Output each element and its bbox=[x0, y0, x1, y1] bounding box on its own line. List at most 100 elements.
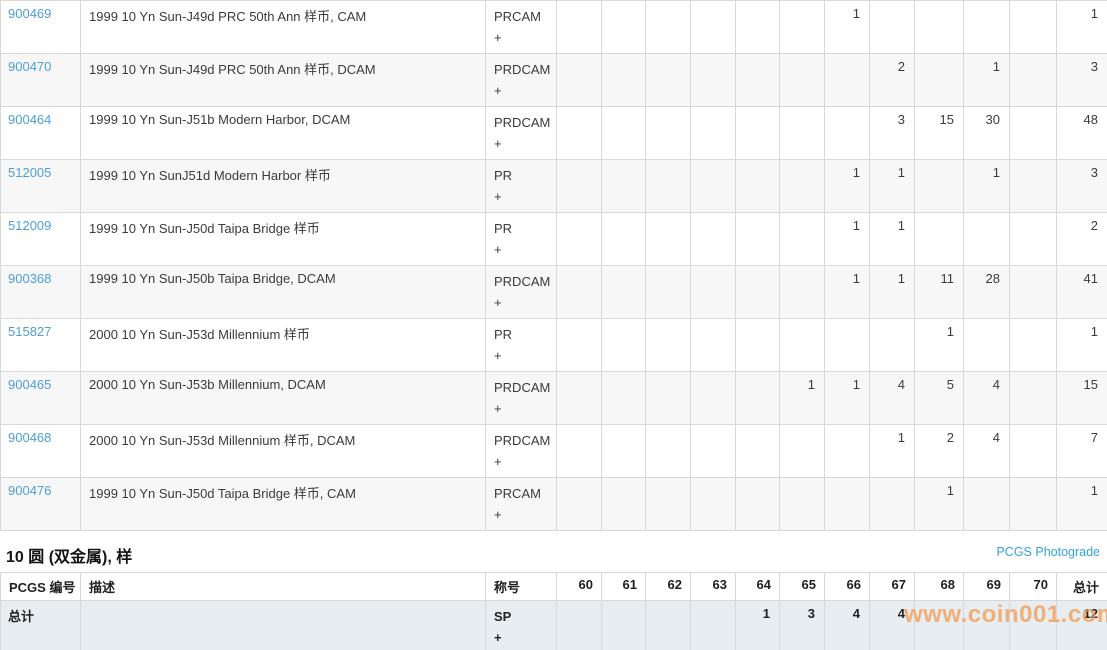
designation-plus: + bbox=[494, 630, 502, 645]
designation-cell: PR + bbox=[485, 159, 557, 213]
grade-count-cell bbox=[779, 106, 825, 160]
grade-count-cell bbox=[914, 212, 964, 266]
pcgs-photograde-link[interactable]: PCGS Photograde bbox=[996, 545, 1100, 559]
coin-description: 2000 10 Yn Sun-J53d Millennium 样币, DCAM bbox=[80, 424, 486, 478]
grade-count-cell bbox=[735, 212, 780, 266]
designation: PRDCAM bbox=[494, 274, 551, 289]
designation-plus: + bbox=[494, 401, 502, 416]
grade-count-cell bbox=[779, 318, 825, 372]
grade-count-cell bbox=[869, 0, 915, 54]
col-header-grade: 68 bbox=[914, 572, 964, 601]
grade-count-cell: 5 bbox=[914, 371, 964, 425]
grade-count-cell bbox=[645, 212, 691, 266]
grade-count-cell bbox=[824, 53, 870, 107]
designation-plus: + bbox=[494, 136, 502, 151]
grade-count-cell: 1 bbox=[963, 159, 1010, 213]
grade-count-cell bbox=[1009, 371, 1057, 425]
grade-count-cell bbox=[556, 53, 602, 107]
pcgs-number-cell: 900368 bbox=[0, 265, 81, 319]
col-header-grade: 66 bbox=[824, 572, 870, 601]
pcgs-number-link[interactable]: 900470 bbox=[8, 59, 52, 74]
grade-count-cell bbox=[1009, 318, 1057, 372]
grade-count-cell bbox=[601, 265, 646, 319]
grade-count-cell bbox=[735, 477, 780, 531]
grade-count-cell bbox=[963, 600, 1010, 650]
grade-count-cell: 28 bbox=[963, 265, 1010, 319]
coin-description: 1999 10 Yn Sun-J50b Taipa Bridge, DCAM bbox=[80, 265, 486, 319]
grade-count-cell: 1 bbox=[824, 212, 870, 266]
grade-count-cell: 1 bbox=[735, 600, 780, 650]
grade-count-cell bbox=[735, 0, 780, 54]
grade-count-cell bbox=[1009, 53, 1057, 107]
coin-description: 1999 10 Yn Sun-J49d PRC 50th Ann 样币, DCA… bbox=[80, 53, 486, 107]
grade-count-cell bbox=[690, 106, 736, 160]
designation-plus: + bbox=[494, 83, 502, 98]
grade-count-cell bbox=[824, 424, 870, 478]
grade-count-cell: 1 bbox=[824, 0, 870, 54]
table-row: 900368 1999 10 Yn Sun-J50b Taipa Bridge,… bbox=[0, 265, 1107, 319]
grade-count-cell: 2 bbox=[914, 424, 964, 478]
population-table-specimen: PCGS 编号 描述 称号 60 61 62 63 64 65 66 67 68… bbox=[0, 572, 1107, 650]
designation-cell: PRDCAM + bbox=[485, 265, 557, 319]
designation-cell: PRDCAM + bbox=[485, 53, 557, 107]
grade-count-cell bbox=[1009, 212, 1057, 266]
grade-count-cell bbox=[1009, 600, 1057, 650]
pcgs-number-link[interactable]: 512005 bbox=[8, 165, 52, 180]
pcgs-number-link[interactable]: 900465 bbox=[8, 377, 52, 392]
pcgs-number-link[interactable]: 900468 bbox=[8, 430, 52, 445]
total-label: 总计 bbox=[8, 609, 35, 624]
grade-count-cell bbox=[1009, 477, 1057, 531]
pcgs-number-link[interactable]: 900464 bbox=[8, 112, 52, 127]
grade-count-cell bbox=[556, 265, 602, 319]
col-header-grade: 61 bbox=[601, 572, 646, 601]
grade-count-cell bbox=[601, 600, 646, 650]
pcgs-number-link[interactable]: 512009 bbox=[8, 218, 52, 233]
designation: PRDCAM bbox=[494, 380, 551, 395]
pcgs-number-link[interactable]: 900476 bbox=[8, 483, 52, 498]
designation-plus: + bbox=[494, 348, 502, 363]
grade-count-cell bbox=[601, 53, 646, 107]
grade-count-cell bbox=[645, 0, 691, 54]
pcgs-number-cell: 900464 bbox=[0, 106, 81, 160]
grade-count-cell: 4 bbox=[869, 371, 915, 425]
designation-plus: + bbox=[494, 295, 502, 310]
grade-count-cell bbox=[556, 0, 602, 54]
table-row: 515827 2000 10 Yn Sun-J53d Millennium 样币… bbox=[0, 318, 1107, 372]
table-row: 900476 1999 10 Yn Sun-J50d Taipa Bridge … bbox=[0, 477, 1107, 531]
grade-count-cell bbox=[1009, 159, 1057, 213]
designation-cell: PRDCAM + bbox=[485, 424, 557, 478]
grade-count-cell bbox=[690, 53, 736, 107]
designation: PRDCAM bbox=[494, 433, 551, 448]
grade-count-cell bbox=[735, 106, 780, 160]
col-header-grade: 65 bbox=[779, 572, 825, 601]
pcgs-number-link[interactable]: 515827 bbox=[8, 324, 52, 339]
coin-description: 2000 10 Yn Sun-J53d Millennium 样币 bbox=[80, 318, 486, 372]
pcgs-number-link[interactable]: 900368 bbox=[8, 271, 52, 286]
grade-count-cell bbox=[735, 159, 780, 213]
grade-count-cell bbox=[735, 371, 780, 425]
table-row: 900468 2000 10 Yn Sun-J53d Millennium 样币… bbox=[0, 424, 1107, 478]
grade-count-cell: 2 bbox=[869, 53, 915, 107]
grade-count-cell: 1 bbox=[869, 265, 915, 319]
total-count-cell: 48 bbox=[1056, 106, 1107, 160]
total-count-cell: 3 bbox=[1056, 159, 1107, 213]
grade-count-cell: 3 bbox=[869, 106, 915, 160]
pcgs-number-link[interactable]: 900469 bbox=[8, 6, 52, 21]
section-title: 10 圆 (双金属), 样 bbox=[6, 549, 133, 566]
total-count-cell: 2 bbox=[1056, 212, 1107, 266]
designation-cell: PRCAM + bbox=[485, 477, 557, 531]
section-header: 10 圆 (双金属), 样 PCGS Photograde bbox=[0, 531, 1107, 572]
grade-count-cell bbox=[735, 424, 780, 478]
col-header-grade: 63 bbox=[690, 572, 736, 601]
grade-count-cell: 15 bbox=[914, 106, 964, 160]
designation-cell: PR + bbox=[485, 212, 557, 266]
designation-cell: PR + bbox=[485, 318, 557, 372]
population-table-proof: 900469 1999 10 Yn Sun-J49d PRC 50th Ann … bbox=[0, 0, 1107, 531]
grade-count-cell bbox=[556, 424, 602, 478]
pcgs-number-cell: 900465 bbox=[0, 371, 81, 425]
grade-count-cell bbox=[779, 0, 825, 54]
total-count-cell: 41 bbox=[1056, 265, 1107, 319]
col-header-grade: 62 bbox=[645, 572, 691, 601]
grade-count-cell bbox=[690, 0, 736, 54]
grade-count-cell bbox=[690, 212, 736, 266]
